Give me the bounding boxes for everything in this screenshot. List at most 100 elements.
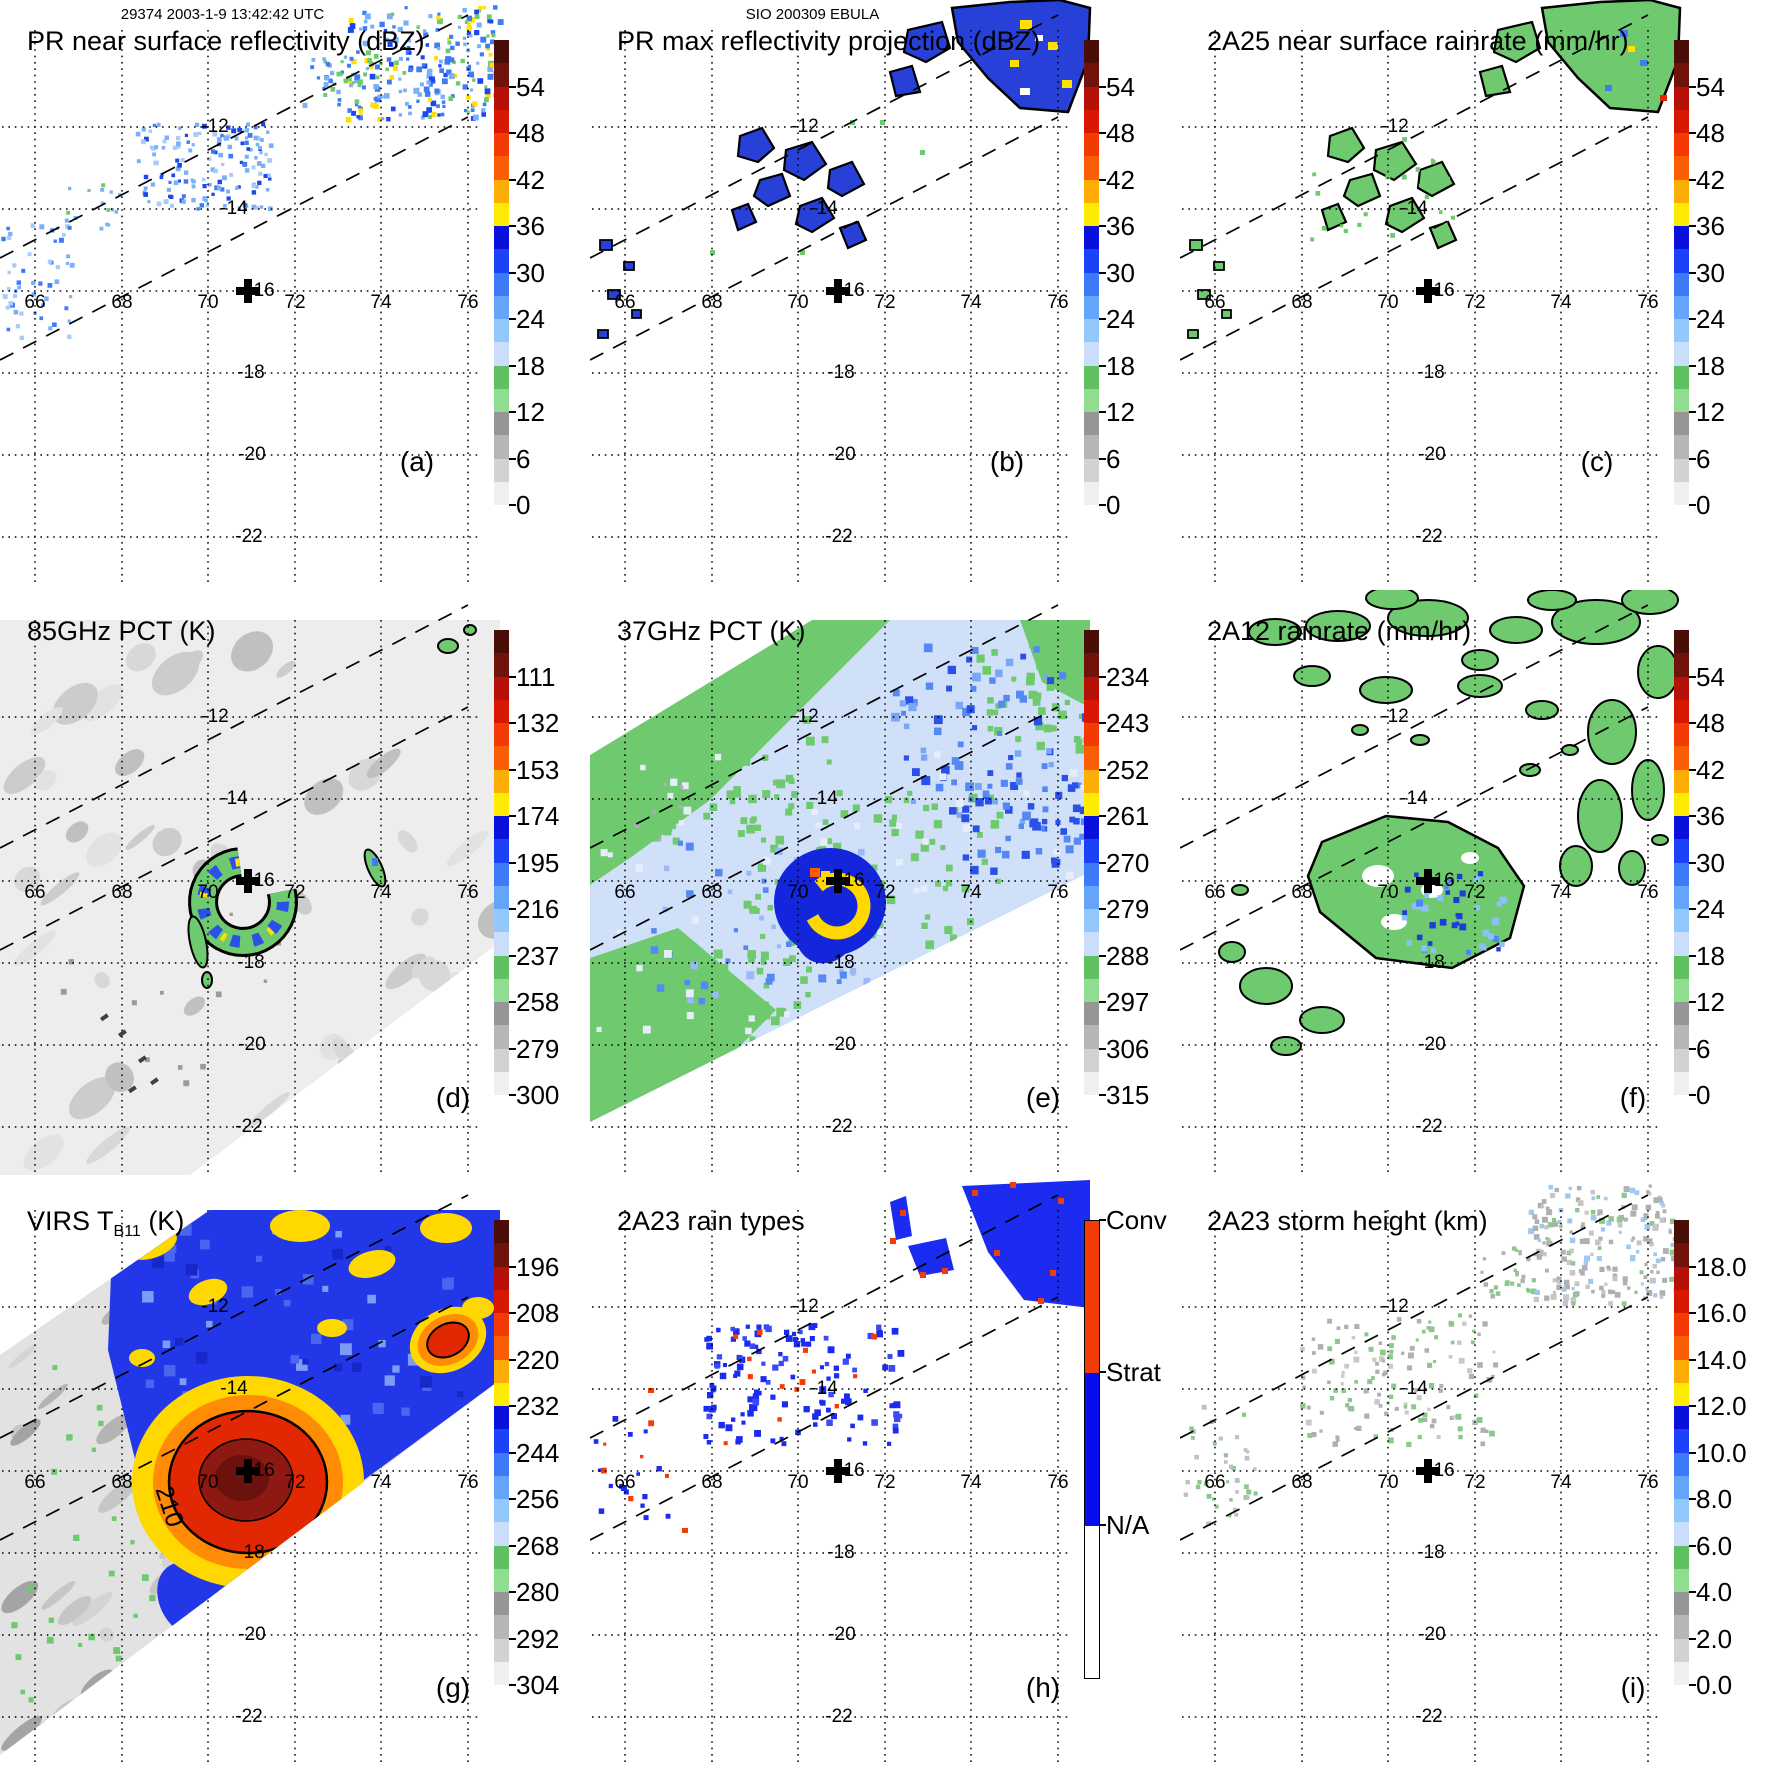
- data-pixel: [897, 1413, 903, 1419]
- data-pixel: [910, 699, 918, 707]
- data-pixel: [385, 37, 390, 42]
- data-pixel: [1340, 1382, 1344, 1386]
- colorbar-tick-label: 18: [516, 350, 545, 381]
- data-pixel: [785, 774, 794, 783]
- data-pixel: [431, 111, 437, 118]
- swath-edge-line: [590, 116, 1059, 361]
- data-pixel: [1407, 1365, 1413, 1371]
- data-pixel: [1577, 1200, 1584, 1206]
- colorbar-segment: [494, 1638, 509, 1662]
- data-pixel: [749, 1343, 756, 1349]
- data-pixel: [217, 137, 222, 142]
- colorbar-segment: [1084, 723, 1099, 747]
- colorbar-tick-label: 111: [516, 661, 556, 692]
- data-pixel: [347, 27, 354, 33]
- data-pixel: [803, 1406, 810, 1413]
- data-pixel: [776, 779, 786, 789]
- data-pixel: [1427, 1407, 1431, 1412]
- data-pixel: [1428, 1383, 1435, 1389]
- colorbar-segment: [1674, 1002, 1689, 1026]
- data-pixel: [673, 723, 682, 732]
- data-pixel: [1590, 1252, 1594, 1256]
- data-pixel: [188, 148, 193, 153]
- data-pixel: [369, 64, 374, 69]
- data-pixel: [251, 204, 257, 210]
- data-pixel: [462, 7, 467, 13]
- colorbar-segment: [494, 885, 509, 909]
- data-pixel: [1075, 744, 1085, 754]
- data-pixel: [1212, 1441, 1217, 1446]
- lat-label: -22: [825, 1116, 853, 1137]
- data-pixel: [975, 798, 984, 807]
- lat-label: -14: [810, 1378, 838, 1399]
- data-pixel: [46, 1636, 54, 1644]
- data-pixel: [685, 842, 694, 851]
- data-pixel: [748, 1002, 756, 1009]
- data-pixel: [1361, 188, 1366, 193]
- lat-label: -16: [247, 1460, 275, 1481]
- colorbar-segment: [1084, 458, 1099, 482]
- data-pixel: [1414, 872, 1419, 877]
- data-pixel: [1433, 1360, 1437, 1364]
- data-pixel: [390, 30, 395, 35]
- data-pixel: [145, 1379, 155, 1388]
- echo-blob: [99, 1627, 114, 1642]
- data-pixel: [210, 167, 215, 172]
- data-pixel: [1345, 1403, 1350, 1408]
- echo-blob: [426, 1321, 470, 1359]
- data-pixel: [1606, 1220, 1612, 1226]
- data-pixel: [1072, 673, 1080, 681]
- data-pixel: [1050, 725, 1057, 732]
- data-pixel: [1424, 892, 1429, 898]
- colorbar-segment: [494, 1429, 509, 1453]
- echo-blob: [8, 1344, 37, 1369]
- colorbar-segment: [494, 1522, 509, 1546]
- echo-blob: [317, 1319, 347, 1337]
- data-pixel: [404, 6, 408, 10]
- data-pixel: [202, 123, 207, 129]
- colorbar-segment: [494, 1220, 509, 1244]
- data-pixel: [1439, 918, 1447, 926]
- data-pixel: [352, 1362, 362, 1372]
- lat-label: -20: [828, 1624, 856, 1645]
- data-pixel: [1515, 1270, 1519, 1275]
- data-pixel: [330, 87, 336, 92]
- data-pixel: [1416, 903, 1423, 910]
- colorbar-segment: [1674, 342, 1689, 366]
- data-pixel: [1580, 1225, 1585, 1230]
- data-pixel: [1403, 1405, 1408, 1409]
- data-pixel: [1421, 945, 1427, 952]
- echo-blob: [215, 1455, 269, 1501]
- data-pixel: [686, 1012, 694, 1020]
- data-pixel: [322, 86, 326, 91]
- data-pixel: [481, 108, 486, 113]
- data-pixel: [949, 807, 957, 815]
- data-pixel: [907, 790, 913, 796]
- colorbar-segment: [494, 412, 509, 436]
- data-pixel: [436, 104, 440, 108]
- colorbar-tick-label: 18: [1696, 350, 1725, 381]
- data-pixel: [430, 100, 437, 107]
- data-pixel: [752, 1398, 760, 1406]
- data-pixel: [839, 971, 847, 979]
- data-pixel: [854, 823, 860, 829]
- data-pixel: [27, 1585, 34, 1592]
- data-pixel: [27, 252, 32, 257]
- colorbar-tick-label: 0: [1696, 1080, 1711, 1110]
- echo-blob: [30, 706, 63, 735]
- data-pixel: [1421, 904, 1429, 912]
- data-pixel: [955, 701, 963, 710]
- data-pixel: [191, 184, 196, 189]
- colorbar-segment: [1674, 769, 1689, 793]
- data-pixel: [800, 1338, 806, 1343]
- data-pixel: [445, 48, 451, 54]
- colorbar-tickmark: [509, 1544, 516, 1547]
- data-pixel: [1614, 1291, 1621, 1298]
- data-pixel: [1046, 632, 1055, 641]
- data-pixel: [1565, 1284, 1570, 1290]
- data-pixel: [715, 868, 723, 877]
- data-pixel: [657, 731, 666, 740]
- data-pixel: [912, 768, 920, 776]
- echo-blob: [183, 996, 205, 1016]
- lon-label: 74: [370, 1472, 392, 1493]
